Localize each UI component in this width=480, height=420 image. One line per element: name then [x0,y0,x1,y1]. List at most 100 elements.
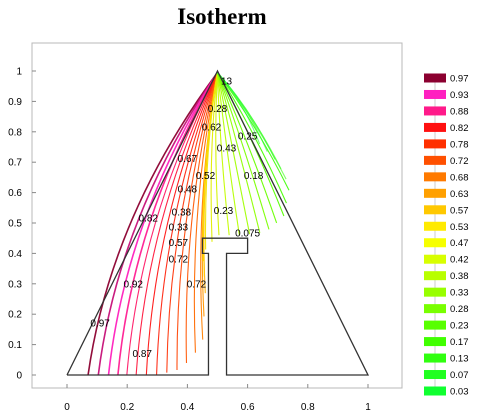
contour-line [135,72,218,376]
colorbar-swatch [424,386,446,396]
x-tick-label: 1 [365,402,371,413]
colorbar-swatch [424,370,446,380]
colorbar-label: 0.93 [450,90,469,101]
contour-line [217,72,287,204]
contour-line [216,72,240,236]
y-tick-label: 0.7 [8,158,22,169]
contour-lines [87,72,290,376]
colorbar-label: 0.97 [450,74,469,85]
contour-label: 0.075 [235,229,260,240]
colorbar-label: 0.28 [450,304,469,315]
y-tick-label: 0 [16,371,22,382]
colorbar-label: 0.13 [450,354,469,365]
y-tick-label: 0.8 [8,127,22,138]
contour-line [156,72,219,376]
contour-label: 0.38 [172,207,192,218]
colorbar-swatch [424,221,446,231]
contour-label: 0.43 [217,144,237,155]
y-tick-label: 0.1 [8,340,22,351]
domain-outline [66,69,370,376]
contour-line [145,72,219,376]
y-tick-label: 0.3 [8,279,22,290]
contour-label: 0.87 [133,349,153,360]
contour-line [210,72,219,242]
contour-label: 0.33 [169,223,189,234]
contour-label: 0.52 [196,171,216,182]
contour-label: 0.28 [208,104,228,115]
contour-line [117,72,219,376]
colorbar-label: 0.17 [450,337,469,348]
contour-line [185,72,219,364]
contour-line [107,72,219,376]
colorbar-label: 0.57 [450,205,469,216]
colorbar-swatch [424,106,446,116]
contour-line [216,72,270,230]
y-tick-label: 1 [16,67,22,78]
contour-label: 0.57 [169,238,189,249]
contour-line [216,72,251,235]
contour-label: 0.23 [214,206,234,217]
y-tick-label: 0.2 [8,310,22,321]
contour-label: 0.92 [123,279,143,290]
colorbar-label: 0.68 [450,172,469,183]
x-axis: 0 0.2 0.4 0.6 0.8 1 [64,384,371,413]
contour-line [215,72,220,236]
colorbar-label: 0.42 [450,255,469,266]
colorbar-label: 0.72 [450,156,469,167]
colorbar-swatch [424,155,446,165]
colorbar-swatch [424,271,446,281]
contour-line [166,72,219,373]
x-tick-label: 0.8 [301,402,315,413]
colorbar-swatch [424,238,446,248]
contour-line [217,72,261,145]
colorbar-swatch [424,122,446,132]
colorbar-swatch [424,320,446,330]
contour-line [216,72,261,233]
colorbar-label: 0.33 [450,288,469,299]
contour-label: 0.82 [139,213,159,224]
contour-line [216,72,278,224]
x-tick-label: 0.2 [120,402,134,413]
colorbar-swatch [424,172,446,182]
colorbar-label: 0.82 [450,123,469,134]
chart-title: Isotherm [177,4,266,29]
colorbar-legend: 0.97 0.93 0.88 0.82 0.78 0.72 0.68 0.63 0.57 0.53… [424,73,469,398]
contour-line [216,72,230,236]
domain-layer [66,69,370,376]
colorbar-label: 0.07 [450,370,469,381]
colorbar-label: 0.88 [450,106,469,117]
x-tick-label: 0.6 [241,402,255,413]
colorbar-label: 0.53 [450,222,469,233]
x-tick-label: 0.4 [180,402,194,413]
colorbar-label: 0.23 [450,321,469,332]
y-tick-label: 0.9 [8,97,22,108]
colorbar-swatch [424,139,446,149]
colorbar-swatch [424,304,446,314]
y-axis: 0 0.1 0.2 0.3 0.4 0.5 0.6 0.7 0.8 0.9 1 [8,67,36,382]
contour-label: 0.18 [244,171,264,182]
colorbar-swatch [424,188,446,198]
contour-line [193,72,219,353]
contour-label: 13 [221,77,233,88]
x-tick-label: 0 [64,402,70,413]
y-tick-label: 0.4 [8,249,22,260]
contour-label: 0.72 [187,279,207,290]
contour-label: 0.25 [238,131,258,142]
contour-line [97,72,219,376]
contour-label: 0.67 [178,154,198,165]
contour-label: 0.72 [169,255,189,266]
colorbar-label: 0.47 [450,238,469,249]
contour-line [87,72,219,376]
colorbar-swatch [424,89,446,99]
colorbar-swatch [424,353,446,363]
y-tick-label: 0.6 [8,188,22,199]
contour-labels: 13 0.28 0.62 0.250.43 0.67 0.52 0.18 0.48 0.38 0.… [90,77,263,360]
contour-label: 0.48 [178,185,198,196]
contour-line [176,72,219,371]
colorbar-label: 0.38 [450,271,469,282]
contour-line [217,72,290,191]
colorbar-swatch [424,337,446,347]
colorbar-swatch [424,205,446,215]
contour-line [204,72,219,250]
